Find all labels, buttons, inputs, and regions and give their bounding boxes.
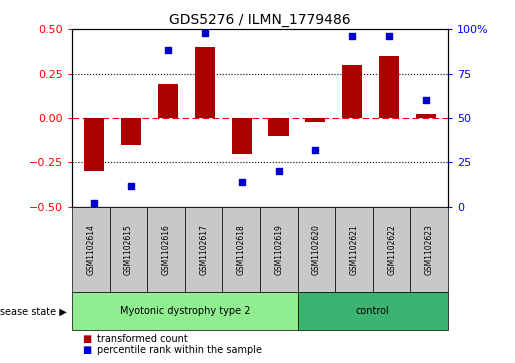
Text: percentile rank within the sample: percentile rank within the sample [97, 345, 262, 355]
Text: transformed count: transformed count [97, 334, 187, 344]
Bar [158, 84, 178, 118]
Text: GSM1102621: GSM1102621 [350, 224, 358, 275]
Bar [195, 47, 215, 118]
Bar [305, 118, 325, 122]
Text: GSM1102623: GSM1102623 [425, 224, 434, 275]
Bar [121, 118, 141, 144]
Point [422, 97, 430, 103]
Text: GSM1102617: GSM1102617 [199, 224, 208, 275]
Text: ■: ■ [82, 334, 92, 344]
Bar [342, 65, 363, 118]
Point [274, 168, 283, 174]
Point [237, 179, 246, 185]
Bar [84, 118, 105, 171]
Text: GSM1102615: GSM1102615 [124, 224, 133, 275]
Point [311, 147, 319, 153]
Point [90, 200, 98, 206]
Point [164, 48, 172, 53]
Text: GSM1102619: GSM1102619 [274, 224, 283, 275]
Text: disease state ▶: disease state ▶ [0, 306, 67, 316]
Bar [232, 118, 252, 154]
Text: GSM1102616: GSM1102616 [162, 224, 170, 275]
Text: GSM1102618: GSM1102618 [237, 224, 246, 275]
Point [201, 30, 209, 36]
Point [127, 183, 135, 188]
Point [385, 33, 393, 39]
Point [348, 33, 356, 39]
Title: GDS5276 / ILMN_1779486: GDS5276 / ILMN_1779486 [169, 13, 351, 26]
Text: GSM1102614: GSM1102614 [87, 224, 95, 275]
Text: control: control [356, 306, 390, 316]
Text: GSM1102620: GSM1102620 [312, 224, 321, 275]
Text: ■: ■ [82, 345, 92, 355]
Text: Myotonic dystrophy type 2: Myotonic dystrophy type 2 [119, 306, 250, 316]
Bar [416, 114, 436, 118]
Text: GSM1102622: GSM1102622 [387, 224, 396, 275]
Bar [379, 56, 399, 118]
Bar [268, 118, 288, 136]
